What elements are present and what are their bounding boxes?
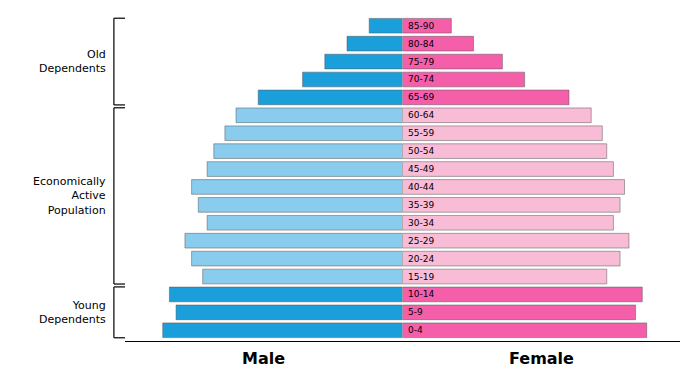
svg-text:EconomicallyActivePopulation: EconomicallyActivePopulation (33, 175, 106, 217)
svg-text:20-24: 20-24 (408, 254, 434, 264)
svg-text:75-79: 75-79 (408, 57, 434, 67)
svg-text:Male: Male (242, 349, 285, 368)
svg-text:40-44: 40-44 (408, 182, 434, 192)
svg-text:35-39: 35-39 (408, 200, 434, 210)
svg-text:25-29: 25-29 (408, 236, 434, 246)
svg-text:0-4: 0-4 (408, 325, 423, 335)
svg-text:55-59: 55-59 (408, 128, 434, 138)
svg-text:65-69: 65-69 (408, 92, 434, 102)
svg-text:10-14: 10-14 (408, 289, 434, 299)
svg-text:50-54: 50-54 (408, 146, 434, 156)
svg-text:15-19: 15-19 (408, 272, 434, 282)
svg-text:70-74: 70-74 (408, 74, 434, 84)
svg-text:5-9: 5-9 (408, 307, 423, 317)
svg-text:80-84: 80-84 (408, 39, 434, 49)
svg-text:45-49: 45-49 (408, 164, 434, 174)
svg-text:OldDependents: OldDependents (39, 48, 106, 75)
svg-text:YoungDependents: YoungDependents (39, 299, 106, 326)
svg-text:85-90: 85-90 (408, 21, 434, 31)
svg-text:Female: Female (509, 349, 574, 368)
svg-text:60-64: 60-64 (408, 110, 434, 120)
svg-text:30-34: 30-34 (408, 218, 434, 228)
